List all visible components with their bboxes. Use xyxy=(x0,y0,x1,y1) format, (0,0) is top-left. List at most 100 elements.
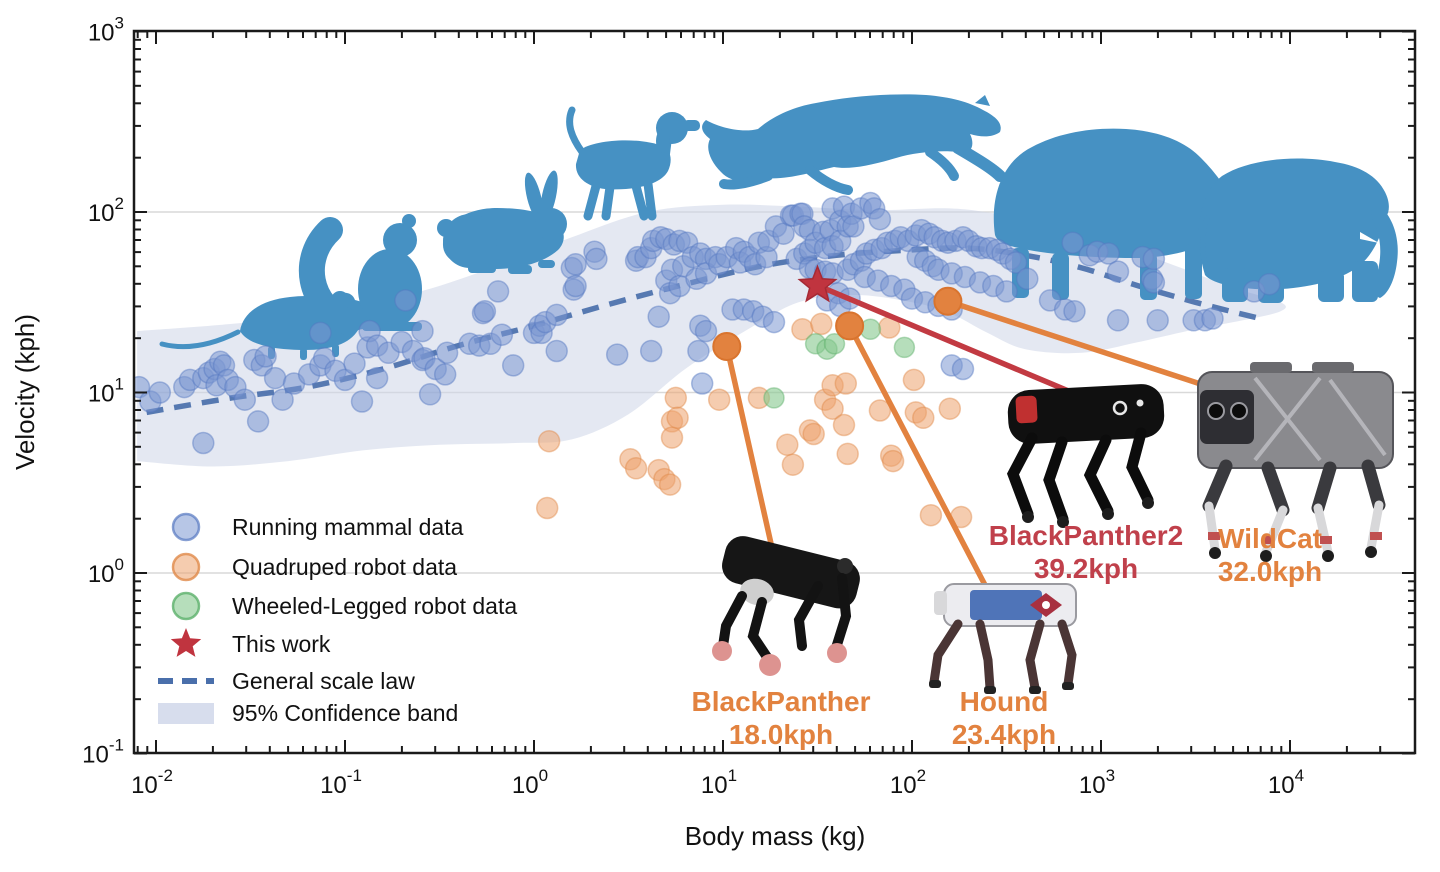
x-tick-label-10e4: 104 xyxy=(1268,766,1304,799)
robot-point xyxy=(658,473,682,496)
mammal-point xyxy=(1257,272,1281,296)
mammal-point xyxy=(1004,251,1028,274)
mammal-point xyxy=(148,381,172,404)
mammal-point xyxy=(762,310,786,334)
mammal-point xyxy=(647,305,670,328)
x-tick-label-10e3: 103 xyxy=(1079,766,1115,799)
mammal-point xyxy=(995,280,1018,303)
leader-line-blackpanther2 xyxy=(814,282,1081,398)
mammal-point xyxy=(1106,260,1130,283)
buffalo-icon xyxy=(993,128,1258,300)
annotation-wildcat-speed: 32.0kph xyxy=(1218,556,1322,587)
legend-band-swatch xyxy=(158,703,214,724)
series-quadruped-robot-data xyxy=(535,312,973,529)
robot-point xyxy=(881,449,905,473)
x-tick-label-10e1: 101 xyxy=(701,766,737,799)
annotation-labels: BlackPanther 18.0kph Hound 23.4kph Black… xyxy=(692,520,1323,750)
robot-point xyxy=(537,429,561,453)
mammal-point xyxy=(473,300,497,323)
y-tick-label-10e0: 100 xyxy=(88,555,124,588)
robot-point xyxy=(535,496,559,520)
wheeled-point xyxy=(763,387,785,409)
y-tick-label-10e3: 103 xyxy=(88,14,124,47)
robot-point xyxy=(834,372,858,395)
mammal-point xyxy=(435,341,459,365)
mammal-point xyxy=(564,274,587,298)
mammal-point xyxy=(1016,267,1039,291)
dog-icon xyxy=(566,106,700,221)
mammal-point xyxy=(545,339,568,363)
robot-point xyxy=(938,397,962,420)
squirrel-icon xyxy=(298,214,422,335)
robot-point xyxy=(832,413,856,437)
axes-frame-and-ticks xyxy=(132,29,1417,755)
mammal-point xyxy=(585,247,608,271)
mammal-point xyxy=(254,345,277,368)
robot-point xyxy=(781,453,805,476)
annotation-blackpanther2-speed: 39.2kph xyxy=(1034,553,1138,584)
leader-line-wildcat xyxy=(945,298,1231,396)
wildcat-robot-photo xyxy=(1197,362,1394,562)
mammal-point xyxy=(1063,300,1086,323)
legend-label-thiswork: This work xyxy=(232,631,331,657)
leader-line-blackpanther xyxy=(724,343,775,551)
robot-photos xyxy=(712,362,1394,694)
mammal-point xyxy=(490,323,514,346)
y-tick-label-10e1: 101 xyxy=(88,375,124,408)
annotation-blackpanther2-name: BlackPanther2 xyxy=(989,520,1184,551)
mammal-point xyxy=(333,368,357,392)
robot-point xyxy=(660,426,684,449)
mammal-point xyxy=(433,363,457,386)
mammal-point xyxy=(951,357,975,381)
robot-point xyxy=(912,406,935,430)
annotation-blackpanther-name: BlackPanther xyxy=(692,686,871,717)
mammal-point xyxy=(411,319,434,343)
rabbit-icon xyxy=(437,170,567,274)
legend-star-marker xyxy=(170,628,202,657)
robot-point xyxy=(776,433,799,457)
robot-point xyxy=(810,312,833,336)
legend-label-mammal: Running mammal data xyxy=(232,514,464,540)
robot-point xyxy=(868,399,892,422)
annotated-point-blackpanther xyxy=(712,332,742,361)
mammal-point xyxy=(605,343,629,366)
mammal-point xyxy=(263,366,287,390)
annotation-hound-name: Hound xyxy=(960,686,1049,717)
robot-point xyxy=(707,388,731,411)
y-axis-label: Velocity (kph) xyxy=(10,314,40,470)
mammal-point xyxy=(1142,247,1166,271)
mammal-point xyxy=(246,410,270,433)
mammal-point xyxy=(690,372,714,395)
annotation-wildcat-name: WildCat xyxy=(1218,523,1322,554)
mammal-point xyxy=(545,303,568,327)
robot-point xyxy=(902,368,926,392)
mammal-point xyxy=(418,383,442,406)
mammal-point xyxy=(309,321,332,345)
mammal-point xyxy=(1097,242,1120,265)
mammal-point xyxy=(772,222,795,245)
robot-point xyxy=(821,397,844,420)
leader-line-hound xyxy=(846,323,988,588)
scatter-points xyxy=(134,191,1281,529)
mammal-point xyxy=(501,354,525,377)
cheetah-icon xyxy=(702,94,1006,195)
x-tick-label-10e0: 100 xyxy=(512,766,548,799)
this-work-star-marker xyxy=(797,264,838,303)
series-running-mammal-data xyxy=(134,191,1281,455)
legend-label-robot: Quadruped robot data xyxy=(232,554,457,580)
legend-wheeled-marker xyxy=(171,591,201,621)
mammal-point xyxy=(486,280,510,303)
mammal-point xyxy=(842,215,865,238)
robot-point xyxy=(664,386,688,410)
robot-point xyxy=(624,457,648,480)
robot-point xyxy=(802,422,825,446)
mammal-point xyxy=(639,339,663,363)
mammal-point xyxy=(687,339,710,363)
wheeled-point xyxy=(823,333,846,355)
y-tick-label-10e-1: 10-1 xyxy=(82,736,124,769)
mouse-icon xyxy=(159,291,405,360)
mammal-point xyxy=(192,431,215,455)
annotation-leader-lines xyxy=(724,282,1231,588)
